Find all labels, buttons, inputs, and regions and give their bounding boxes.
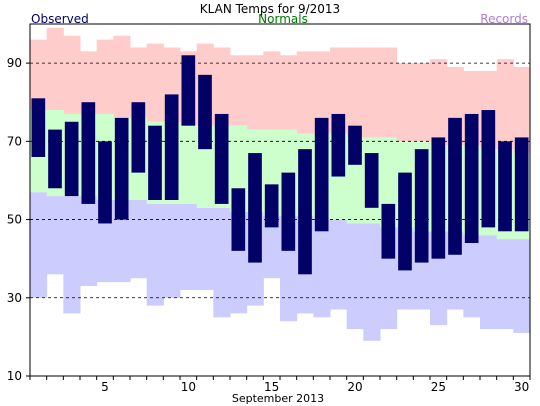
observed-bar [198, 74, 212, 150]
record-low-band [130, 200, 148, 279]
observed-bar [214, 113, 229, 204]
observed-bar [264, 184, 279, 228]
observed-bar [31, 98, 46, 157]
record-high-band [280, 55, 298, 130]
observed-bar [131, 102, 146, 173]
record-high-band [63, 35, 81, 114]
record-low-band [363, 223, 381, 341]
record-low-band [330, 219, 348, 310]
records-layer [30, 27, 531, 341]
record-high-band [96, 39, 114, 114]
observed-bar [314, 117, 329, 232]
record-high-band [46, 27, 64, 111]
record-high-band [146, 43, 164, 122]
record-low-band [480, 235, 498, 330]
x-tick-label: 20 [347, 380, 362, 394]
record-low-band [346, 223, 364, 330]
legend-records: Records [480, 12, 528, 26]
record-high-band [413, 63, 431, 142]
observed-layer [31, 55, 529, 275]
x-tick-label: 5 [101, 380, 109, 394]
record-high-band [330, 47, 348, 134]
record-low-band [163, 203, 181, 298]
legend-normals: Normals [258, 12, 308, 26]
observed-bar [281, 172, 296, 251]
observed-bar [348, 125, 362, 165]
record-low-band [113, 200, 131, 283]
record-low-band [313, 219, 331, 318]
record-high-band [30, 39, 48, 111]
record-high-band [80, 51, 98, 114]
y-tick-label: 90 [7, 56, 22, 70]
record-high-band [363, 47, 381, 138]
legend-observed: Observed [31, 12, 89, 26]
observed-bar [498, 141, 512, 232]
observed-bar [248, 153, 262, 263]
record-low-band [46, 196, 64, 275]
record-low-band [263, 215, 281, 279]
chart-title: KLAN Temps for 9/2013 [200, 2, 340, 16]
record-high-band [213, 47, 231, 126]
record-low-band [496, 239, 514, 330]
x-tick-label: 10 [181, 380, 196, 394]
record-high-band [346, 47, 364, 138]
record-high-band [230, 55, 248, 126]
record-high-band [113, 35, 131, 118]
y-tick-label: 30 [7, 291, 22, 305]
observed-bar [448, 117, 462, 255]
record-high-band [263, 51, 281, 130]
observed-bar [514, 137, 529, 232]
normal-range-band [180, 125, 198, 204]
y-tick-label: 50 [7, 213, 22, 227]
x-tick-label: 25 [431, 380, 446, 394]
observed-bar [48, 129, 62, 189]
record-low-band [80, 196, 98, 287]
observed-bar [64, 121, 79, 197]
observed-bar [331, 113, 346, 177]
observed-bar [114, 117, 129, 220]
record-high-band [296, 51, 314, 134]
observed-bar [414, 149, 429, 263]
y-axis: 10 30 50 70 90 [7, 56, 30, 383]
x-axis-label: September 2013 [232, 392, 324, 405]
record-low-band [180, 203, 198, 290]
observed-bar [98, 141, 112, 224]
record-low-band [463, 235, 481, 318]
observed-bar [364, 153, 379, 208]
observed-bar [81, 102, 96, 204]
record-low-band [213, 207, 231, 318]
y-tick-label: 70 [7, 134, 22, 148]
observed-bar [398, 172, 412, 271]
record-high-band [313, 51, 331, 134]
record-high-band [430, 59, 448, 146]
record-low-band [30, 192, 48, 298]
record-high-band [496, 59, 514, 150]
record-high-band [513, 67, 531, 154]
observed-bar [481, 110, 496, 228]
x-tick-label: 15 [264, 380, 279, 394]
record-low-band [513, 239, 531, 333]
record-high-band [380, 47, 398, 138]
record-high-band [246, 55, 264, 130]
record-low-band [63, 196, 81, 314]
y-tick-label: 10 [7, 369, 22, 383]
record-low-band [196, 207, 214, 290]
grid-lines [30, 62, 530, 299]
x-axis: 5 10 15 20 25 30 [29, 376, 531, 394]
record-low-band [146, 203, 164, 306]
record-high-band [396, 63, 414, 142]
observed-bar [298, 149, 312, 275]
record-high-band [130, 47, 148, 118]
observed-bar [181, 55, 196, 126]
observed-bar [231, 188, 246, 251]
observed-bar [431, 137, 446, 259]
observed-bar [148, 125, 162, 200]
observed-bar [464, 113, 479, 244]
x-tick-label: 30 [514, 380, 529, 394]
observed-bar [164, 94, 179, 200]
observed-bar [381, 203, 396, 259]
